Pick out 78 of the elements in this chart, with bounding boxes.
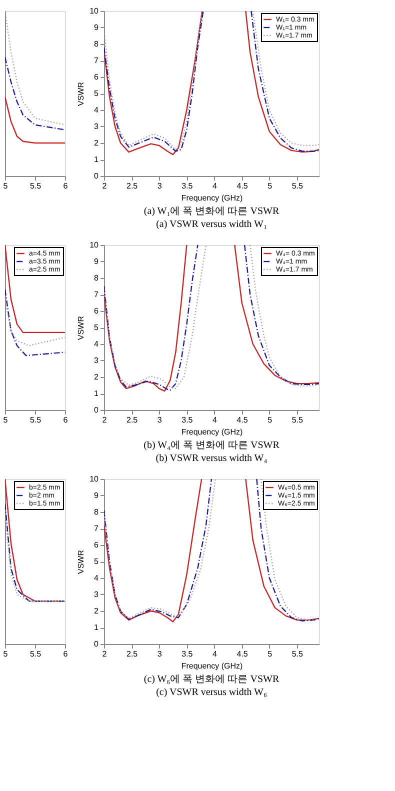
- y-axis-title: VSWR: [76, 82, 86, 106]
- x-tick-label: 4.5: [236, 182, 248, 190]
- y-tick-label: 1: [94, 155, 100, 164]
- text: (b) VSWR versus width W₄: [156, 453, 268, 464]
- y-tick-label: 4: [94, 106, 100, 114]
- x-tick-label: 4: [212, 182, 218, 190]
- x-tick-label: 5: [3, 650, 8, 658]
- x-tick-label: 3.5: [182, 416, 194, 424]
- x-tick-label: 5.5: [30, 416, 42, 424]
- y-tick-label: 9: [94, 257, 100, 266]
- x-tick-label: 3.5: [182, 182, 194, 190]
- y-tick-label: 3: [94, 590, 100, 599]
- x-tick-label: 5.5: [30, 650, 42, 658]
- y-tick-label: 4: [94, 574, 100, 582]
- y-tick-label: 7: [94, 524, 100, 533]
- y-tick-label: 1: [94, 389, 100, 398]
- y-tick-label: 2: [94, 372, 100, 382]
- y-tick-label: 4: [94, 340, 100, 348]
- text: (b) W₄에 폭 변화에 따른 VSWR: [144, 440, 280, 451]
- x-tick-label: 2.5: [126, 650, 138, 658]
- x-tick-label: 5.5: [30, 182, 42, 190]
- x-tick-label: 6: [63, 416, 68, 424]
- text: (c) VSWR versus width W₆: [156, 687, 268, 698]
- x-tick-label: 2: [102, 650, 108, 658]
- y-tick-label: 3: [94, 356, 100, 365]
- y-tick-label: 1: [94, 623, 100, 632]
- x-tick-label: 4.5: [236, 650, 248, 658]
- x-axis-title: Frequency (GHz): [181, 662, 244, 670]
- y-tick-label: 8: [94, 274, 100, 282]
- y-tick-label: 2: [94, 606, 100, 616]
- y-tick-label: 10: [90, 474, 100, 484]
- x-tick-label: 5: [268, 416, 273, 424]
- x-tick-label: 3.5: [182, 650, 194, 658]
- y-tick-label: 7: [94, 290, 100, 299]
- x-tick-label: 2.5: [126, 182, 138, 190]
- x-tick-label: 6: [63, 650, 68, 658]
- x-tick-label: 4.5: [236, 416, 248, 424]
- y-axis-title: VSWR: [76, 550, 86, 574]
- x-axis-title: Frequency (GHz): [181, 194, 244, 202]
- y-tick-label: 5: [94, 89, 100, 98]
- x-tick-label: 2: [102, 416, 108, 424]
- y-tick-label: 6: [94, 306, 100, 316]
- y-tick-label: 10: [90, 240, 100, 250]
- x-tick-label: 2: [102, 182, 108, 190]
- x-tick-label: 4: [212, 650, 218, 658]
- y-tick-label: 9: [94, 23, 100, 32]
- y-tick-label: 9: [94, 491, 100, 500]
- x-axis-title: Frequency (GHz): [181, 428, 244, 436]
- x-tick-label: 3: [157, 182, 162, 190]
- x-tick-label: 5.5: [292, 650, 304, 658]
- y-tick-label: 7: [94, 56, 100, 65]
- x-tick-label: 3: [157, 416, 162, 424]
- x-tick-label: 4: [212, 416, 218, 424]
- y-tick-label: 10: [90, 6, 100, 16]
- text: (c) W₆에 폭 변화에 따른 VSWR: [144, 674, 280, 685]
- y-tick-label: 5: [94, 323, 100, 332]
- y-tick-label: 6: [94, 72, 100, 82]
- x-tick-label: 6: [63, 182, 68, 190]
- y-axis-title: VSWR: [76, 316, 86, 340]
- x-tick-label: 5.5: [292, 416, 304, 424]
- y-tick-label: 0: [94, 640, 100, 648]
- y-tick-label: 5: [94, 557, 100, 566]
- x-tick-label: 3: [157, 650, 162, 658]
- text: (a) VSWR versus width W₁: [156, 219, 267, 230]
- x-tick-label: 5: [3, 182, 8, 190]
- text: (a) W₁에 폭 변화에 따른 VSWR: [144, 206, 280, 217]
- x-tick-label: 2.5: [126, 416, 138, 424]
- x-tick-label: 5.5: [292, 182, 304, 190]
- y-tick-label: 8: [94, 508, 100, 516]
- y-tick-label: 3: [94, 122, 100, 131]
- x-tick-label: 5: [268, 182, 273, 190]
- x-tick-label: 5: [3, 416, 8, 424]
- y-tick-label: 0: [94, 406, 100, 414]
- x-tick-label: 5: [268, 650, 273, 658]
- y-tick-label: 2: [94, 138, 100, 148]
- y-tick-label: 6: [94, 540, 100, 550]
- y-tick-label: 8: [94, 40, 100, 48]
- y-tick-label: 0: [94, 172, 100, 180]
